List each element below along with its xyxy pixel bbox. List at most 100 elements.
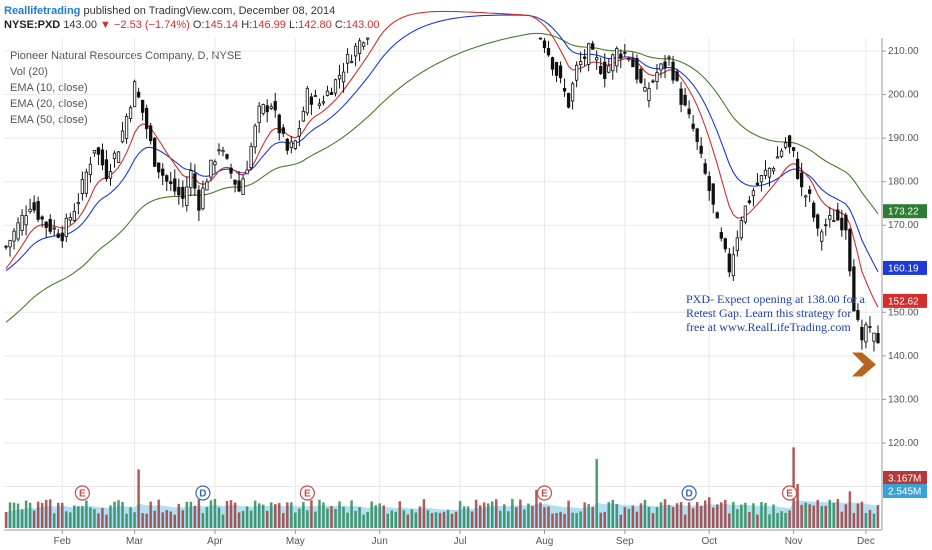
volume-value-tag-label: 2.545M (888, 487, 921, 498)
volume-bar (16, 503, 20, 528)
volume-bar (302, 501, 305, 528)
volume-bar (8, 502, 12, 528)
volume-bar (848, 491, 852, 528)
volume-bar (40, 502, 44, 528)
low-value: 142.80 (298, 19, 332, 31)
candle-body (719, 232, 723, 239)
volume-bar (732, 501, 735, 528)
symbol-label[interactable]: NYSE:PXD (4, 19, 61, 31)
volume-bar (619, 514, 623, 528)
candlesticks[interactable] (4, 37, 880, 352)
earnings-marker-label: E (79, 489, 86, 500)
volume-bar (595, 459, 598, 528)
legend-vol[interactable]: Vol (20) (10, 66, 48, 78)
volume-bar (24, 500, 28, 528)
volume-bar (716, 504, 719, 528)
last-price: 143.00 (63, 19, 97, 31)
volume-bar (872, 513, 876, 528)
ema-value-tag (883, 204, 927, 219)
candle-body (140, 99, 145, 113)
volume-bar (860, 501, 864, 528)
candle-body (32, 202, 36, 211)
volume-bar (836, 499, 840, 528)
candle-body (169, 181, 173, 184)
candle-body (707, 176, 711, 191)
earnings-marker-label: D (199, 489, 206, 500)
legend-ema50[interactable]: EMA (50, close) (10, 114, 88, 126)
volume-value-tag (883, 471, 927, 485)
volume-bar (567, 500, 570, 528)
volume-bar (241, 510, 245, 528)
candle-body (603, 61, 607, 80)
candle-body (799, 172, 804, 188)
candle-body (619, 53, 623, 59)
earnings-marker (74, 485, 90, 501)
legend-ema10[interactable]: EMA (10, close) (10, 82, 88, 94)
candle-body (667, 56, 671, 59)
candle-body (599, 65, 603, 74)
candle-body (763, 169, 768, 176)
volume-bar (314, 511, 317, 528)
earnings-marker (195, 485, 211, 501)
candle-body (828, 215, 832, 220)
volume-bar (671, 507, 675, 528)
volume-bar (856, 503, 860, 528)
earnings-marker-label: D (686, 489, 693, 500)
volume-bar (93, 508, 96, 528)
x-tick-label: Jun (372, 536, 388, 547)
price-axis[interactable]: 110.00120.00130.00140.00150.00160.00170.… (881, 38, 919, 530)
volume-bar (583, 502, 586, 528)
candle-body (695, 128, 699, 142)
earnings-marker (299, 485, 315, 501)
candle-body (321, 101, 326, 104)
candle-body (273, 101, 277, 111)
volume-bar (129, 507, 132, 528)
candle-body (145, 107, 149, 130)
candle-body (341, 71, 346, 83)
candle-body (635, 58, 639, 80)
volume-bar (57, 502, 60, 528)
legend-ema20[interactable]: EMA (20, close) (10, 98, 88, 110)
volume-bar (117, 500, 120, 528)
candle-body (20, 214, 24, 231)
candle-body (353, 45, 358, 57)
candle-body (60, 232, 64, 242)
time-axis[interactable]: Feb Mar Apr May Jun Jul Aug Sep Oct Nov Dec (4, 529, 882, 547)
volume-bar (466, 506, 470, 528)
candle-body (68, 217, 72, 221)
volume-bar (173, 514, 177, 528)
volume-bar (237, 512, 241, 528)
candle-body (848, 229, 852, 272)
volume-ma-area (6, 500, 878, 528)
x-tick-label: Oct (701, 536, 717, 547)
candle-body (574, 64, 579, 81)
candle-body (699, 145, 703, 154)
volume-bar (744, 502, 747, 528)
candle-body (558, 65, 563, 79)
candle-body (659, 63, 663, 71)
candle-body (771, 168, 776, 172)
candle-body (317, 103, 322, 107)
candle-body (305, 88, 310, 114)
volume-bar (133, 512, 136, 528)
candle-body (337, 74, 342, 80)
publisher-link[interactable]: Reallifetrading (4, 5, 81, 17)
candle-body (261, 104, 265, 114)
volume-bar (221, 514, 225, 528)
candle-body (595, 57, 599, 61)
candle-body (153, 137, 157, 167)
volume-bar (547, 506, 550, 528)
volume-bar (257, 503, 261, 528)
x-tick-label: Feb (54, 536, 72, 547)
candle-body (538, 37, 543, 40)
volume-bar (350, 500, 353, 528)
candle-body (655, 72, 659, 82)
volume-bar (362, 514, 365, 528)
open-label: O: (192, 19, 205, 31)
volume-bar (109, 505, 112, 528)
candle-body (309, 96, 314, 105)
legend-title[interactable]: Pioneer Natural Resources Company, D, NY… (10, 50, 242, 62)
volume-bar (515, 507, 518, 528)
